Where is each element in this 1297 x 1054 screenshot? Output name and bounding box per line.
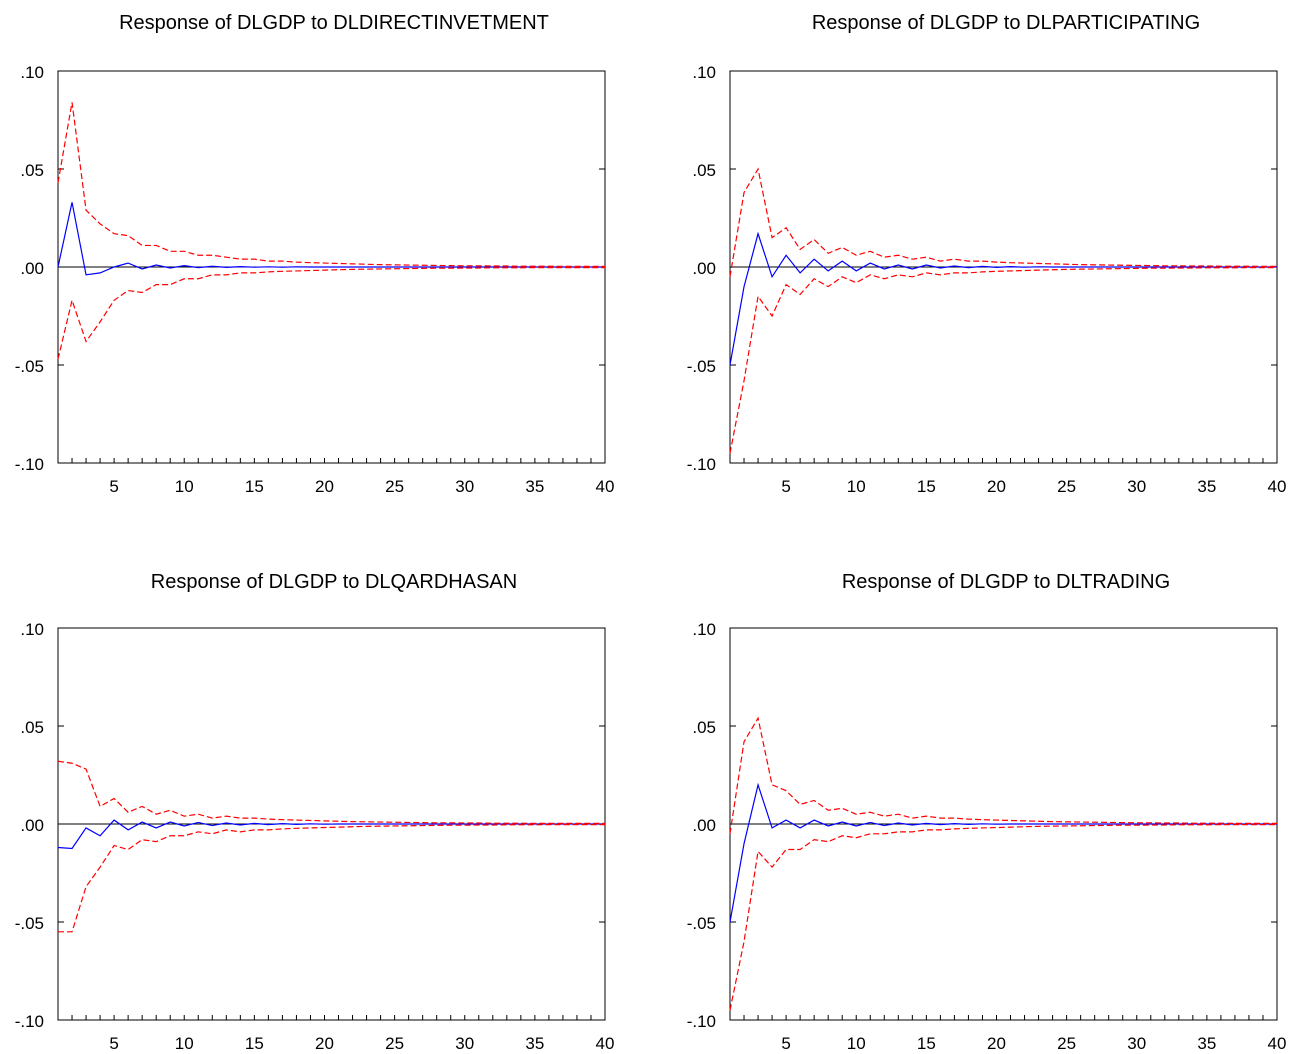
confidence-band-lower	[58, 823, 605, 933]
x-tick-label: 40	[1268, 477, 1287, 496]
y-tick-label: .00	[692, 259, 716, 278]
chart-title: Response of DLGDP to DLQARDHASAN	[151, 571, 517, 593]
x-tick-label: 5	[109, 1034, 118, 1053]
y-tick-label: -.05	[15, 914, 44, 933]
y-tick-label: .05	[692, 161, 716, 180]
confidence-band-lower	[729, 823, 1277, 1011]
x-tick-label: 30	[1127, 477, 1146, 496]
x-tick-label: 40	[596, 477, 615, 496]
y-tick-label: -.10	[15, 455, 44, 474]
y-tick-label: -.10	[687, 1012, 716, 1031]
y-tick-label: .10	[20, 63, 44, 82]
y-tick-label: -.05	[687, 914, 716, 933]
y-tick-label: .05	[692, 718, 716, 737]
x-tick-label: 15	[917, 1034, 936, 1053]
response-line	[729, 782, 1277, 923]
chart-panel-qardhasan: Response of DLGDP to DLQARDHASAN .10 .05 .0…	[15, 571, 615, 1053]
x-tick-label: 25	[1057, 1034, 1076, 1053]
x-tick-label: 20	[315, 477, 334, 496]
y-tick-label: .00	[20, 816, 44, 835]
x-tick-label: 40	[1268, 1034, 1287, 1053]
confidence-band-upper	[57, 102, 605, 268]
x-tick-label: 10	[175, 477, 194, 496]
y-tick-label: .10	[692, 63, 716, 82]
x-tick-label: 10	[847, 1034, 866, 1053]
y-tick-label: -.05	[15, 357, 44, 376]
x-tick-label: 15	[245, 1034, 264, 1053]
confidence-band-upper	[729, 167, 1277, 277]
x-tick-label: 30	[455, 477, 474, 496]
x-tick-label: 25	[1057, 477, 1076, 496]
x-tick-label: 40	[596, 1034, 615, 1053]
x-tick-label: 35	[525, 477, 544, 496]
chart-panel-participating: Response of DLGDP to DLPARTICIPATING .10.…	[687, 12, 1287, 496]
x-tick-label: 20	[987, 477, 1006, 496]
y-tick-label: .05	[20, 718, 44, 737]
response-line	[729, 231, 1277, 366]
y-tick-label: -.10	[15, 1012, 44, 1031]
y-tick-label: -.10	[687, 455, 716, 474]
x-tick-label: 5	[781, 477, 790, 496]
x-tick-label: 5	[109, 477, 118, 496]
response-line	[57, 202, 605, 276]
confidence-band-lower	[729, 266, 1277, 454]
y-tick-label: -.05	[687, 357, 716, 376]
chart-title: Response of DLGDP to DLPARTICIPATING	[812, 12, 1200, 34]
response-line	[57, 819, 605, 850]
x-tick-label: 15	[917, 477, 936, 496]
confidence-band-upper	[729, 716, 1277, 834]
chart-panel-direct-investment: Response of DLGDP to DLDIRECTINVETMENT .1…	[15, 12, 615, 496]
x-tick-label: 30	[1127, 1034, 1146, 1053]
y-tick-label: .10	[20, 620, 44, 639]
x-tick-label: 15	[245, 477, 264, 496]
x-tick-label: 35	[525, 1034, 544, 1053]
confidence-band-upper	[57, 760, 605, 825]
y-tick-label: .00	[692, 816, 716, 835]
y-tick-label: .10	[692, 620, 716, 639]
y-tick-label: .00	[20, 259, 44, 278]
x-tick-label: 25	[385, 1034, 404, 1053]
x-tick-label: 35	[1197, 477, 1216, 496]
chart-panel-trading: Response of DLGDP to DLTRADING .10 .05 .00 -…	[687, 571, 1287, 1053]
confidence-band-lower	[57, 266, 605, 360]
x-tick-label: 30	[455, 1034, 474, 1053]
chart-title: Response of DLGDP to DLTRADING	[842, 571, 1170, 593]
x-tick-label: 25	[385, 477, 404, 496]
x-tick-label: 20	[987, 1034, 1006, 1053]
y-tick-label: .05	[20, 161, 44, 180]
x-tick-label: 10	[175, 1034, 194, 1053]
chart-title: Response of DLGDP to DLDIRECTINVETMENT	[119, 12, 549, 34]
x-tick-label: 35	[1197, 1034, 1216, 1053]
x-tick-label: 5	[781, 1034, 790, 1053]
x-tick-label: 20	[315, 1034, 334, 1053]
x-tick-label: 10	[847, 477, 866, 496]
